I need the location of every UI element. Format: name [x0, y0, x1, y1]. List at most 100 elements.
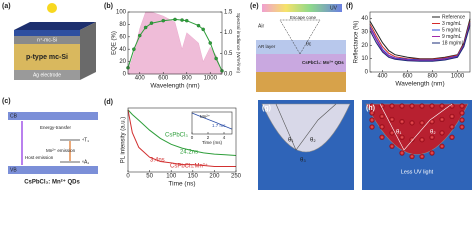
- escape-cone: [279, 19, 321, 55]
- plot-frame: [191, 111, 233, 135]
- qd-dot: [419, 120, 425, 126]
- marker: [201, 27, 205, 32]
- y2-tick-label: 0.0: [224, 72, 233, 78]
- x-tick-label: 200: [209, 174, 220, 180]
- annotation: CsPbCl₃: [165, 133, 188, 139]
- vb-band: [8, 166, 98, 174]
- qd-dot: [419, 153, 425, 160]
- x-tick-label: 1000: [204, 76, 218, 82]
- label: Escape cone: [290, 15, 317, 20]
- y-tick-label: 60: [119, 34, 126, 40]
- x-tick-label: 250: [231, 174, 242, 180]
- annotation: 24.2ns: [180, 150, 198, 156]
- qd-dot: [409, 103, 415, 109]
- angle-label: θ₂: [430, 130, 436, 136]
- area: [127, 11, 223, 75]
- ar-layer: [256, 40, 346, 54]
- x-tick-label: 1000: [451, 74, 465, 80]
- label: Air: [258, 23, 264, 29]
- x-tick-label: 800: [427, 74, 438, 80]
- qd-dot: [459, 103, 465, 109]
- ray: [275, 103, 337, 151]
- y-tick-label: 0: [365, 70, 369, 76]
- annotation: 1.7 ms: [212, 123, 226, 128]
- y-tick-label: 40: [361, 16, 368, 22]
- qd-dot: [449, 113, 455, 120]
- x-tick-label: 400: [377, 74, 388, 80]
- panel-g: (g) θ₁ θ₂ θ₃: [258, 100, 354, 190]
- line: [127, 109, 237, 156]
- x-tick-label: 2: [207, 135, 210, 140]
- qd-dot: [399, 134, 405, 140]
- qd-dot: [369, 103, 375, 109]
- label: Less UV light: [401, 169, 434, 175]
- y2-tick-label: 1.5: [224, 10, 233, 16]
- qd-dot: [409, 120, 415, 126]
- x-axis-label: Wavelength (nm): [150, 83, 199, 90]
- legend-label: 18 mg/mL: [442, 40, 464, 46]
- label: CsPbCl₃: Mn²⁺ QDs: [302, 60, 344, 65]
- panel-a: (a) n⁺-mc-Si p-type mc-Si Ag electrode: [2, 3, 96, 80]
- y-tick-label: 20: [119, 59, 126, 65]
- panel-letter: (a): [2, 3, 11, 10]
- layer-label: Ag electrode: [33, 72, 61, 78]
- x-tick-label: 600: [158, 76, 169, 82]
- legend-label: 5 mg/mL: [442, 27, 462, 33]
- marker: [132, 47, 136, 51]
- y-axis-label: Reflectance (%): [354, 21, 360, 64]
- marker: [184, 18, 189, 23]
- y-tick-label: 30: [361, 30, 368, 36]
- marker: [149, 21, 154, 25]
- x-tick-label: 150: [188, 174, 199, 180]
- label: AR layer: [258, 44, 276, 49]
- page: (a) n⁺-mc-Si p-type mc-Si Ag electrode (…: [2, 2, 472, 190]
- label: Host emission: [25, 155, 54, 160]
- angle-label: θ₃: [300, 158, 306, 164]
- layer-label: n⁺-mc-Si: [37, 37, 57, 43]
- figure: (a) n⁺-mc-Si p-type mc-Si Ag electrode (…: [2, 3, 472, 190]
- qd-dot: [399, 119, 405, 125]
- qd-dot: [379, 134, 385, 140]
- qd-dot: [379, 124, 385, 130]
- qd-dot: [399, 150, 405, 156]
- y2-tick-label: 0.5: [224, 51, 233, 57]
- label: Energy-transfer: [40, 125, 72, 130]
- marker: [208, 41, 212, 45]
- panel-e: (e) UV Air Escape cone AR layer CsPbCl₃:…: [250, 3, 346, 92]
- x-axis-label: Time (ms): [202, 140, 223, 145]
- label: ⁶A₁: [82, 159, 89, 165]
- marker: [214, 56, 218, 61]
- y-tick-label: 100: [116, 10, 127, 16]
- x-tick-label: 0: [126, 174, 130, 180]
- angle-label: θ₁: [288, 138, 293, 144]
- label: CsPbCl₃: Mn²⁺ QDs: [24, 179, 80, 186]
- marker: [137, 33, 142, 38]
- label: Mn²⁺ emission: [46, 148, 76, 153]
- line: [369, 25, 471, 62]
- si-layer: [256, 72, 346, 92]
- label: ⁴T₁: [82, 137, 89, 143]
- layer: [14, 44, 80, 70]
- qd-dot: [449, 124, 455, 130]
- qd-dot: [429, 134, 435, 140]
- qd-dot: [369, 110, 375, 116]
- x-tick-label: 4: [223, 135, 226, 140]
- qd-dot: [369, 117, 375, 123]
- panel-h: (h) θ₁ θ₂ Less UV light: [362, 100, 472, 190]
- y-tick-label: 0: [123, 72, 127, 78]
- qd-dot: [449, 134, 455, 140]
- qd-dot: [429, 119, 435, 125]
- marker: [161, 18, 165, 23]
- ray: [379, 103, 453, 151]
- y-axis-label: PL intensity (a.u.): [121, 117, 127, 163]
- qd-dot: [419, 103, 425, 109]
- x-tick-label: 600: [402, 74, 413, 80]
- x-tick-label: 400: [135, 76, 146, 82]
- top-layer: [14, 22, 96, 30]
- line: [191, 112, 233, 130]
- qd-dot: [409, 137, 415, 143]
- qd-dot: [389, 143, 395, 149]
- band-label: CB: [10, 113, 18, 119]
- line: [127, 109, 236, 167]
- label: θc: [306, 41, 312, 47]
